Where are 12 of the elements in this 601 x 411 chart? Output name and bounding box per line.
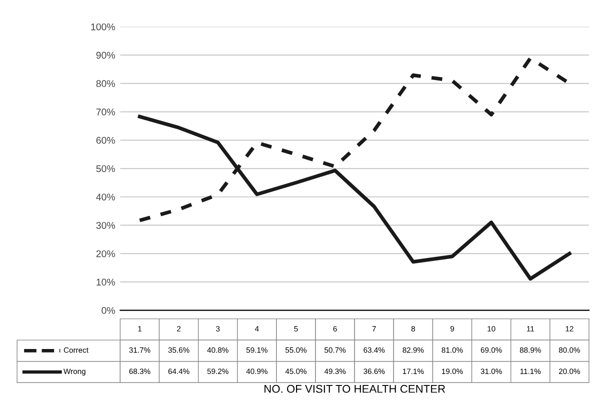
y-tick-label: 60% <box>96 136 115 144</box>
y-tick-label: 90% <box>96 52 115 59</box>
y-tick-label: 50% <box>96 165 115 172</box>
y-tick-label: 80% <box>96 80 115 88</box>
y-tick-label: 40% <box>96 194 115 200</box>
y-tick-label: 0% <box>102 307 115 314</box>
x-axis-title: NO. OF VISIT TO HEALTH CENTER <box>264 384 446 393</box>
y-tick-label: 20% <box>96 250 115 258</box>
y-tick-label: 10% <box>96 278 115 286</box>
y-tick-label: 30% <box>96 222 115 229</box>
y-tick-label: 70% <box>96 108 115 116</box>
y-tick-label: 100% <box>91 23 115 30</box>
